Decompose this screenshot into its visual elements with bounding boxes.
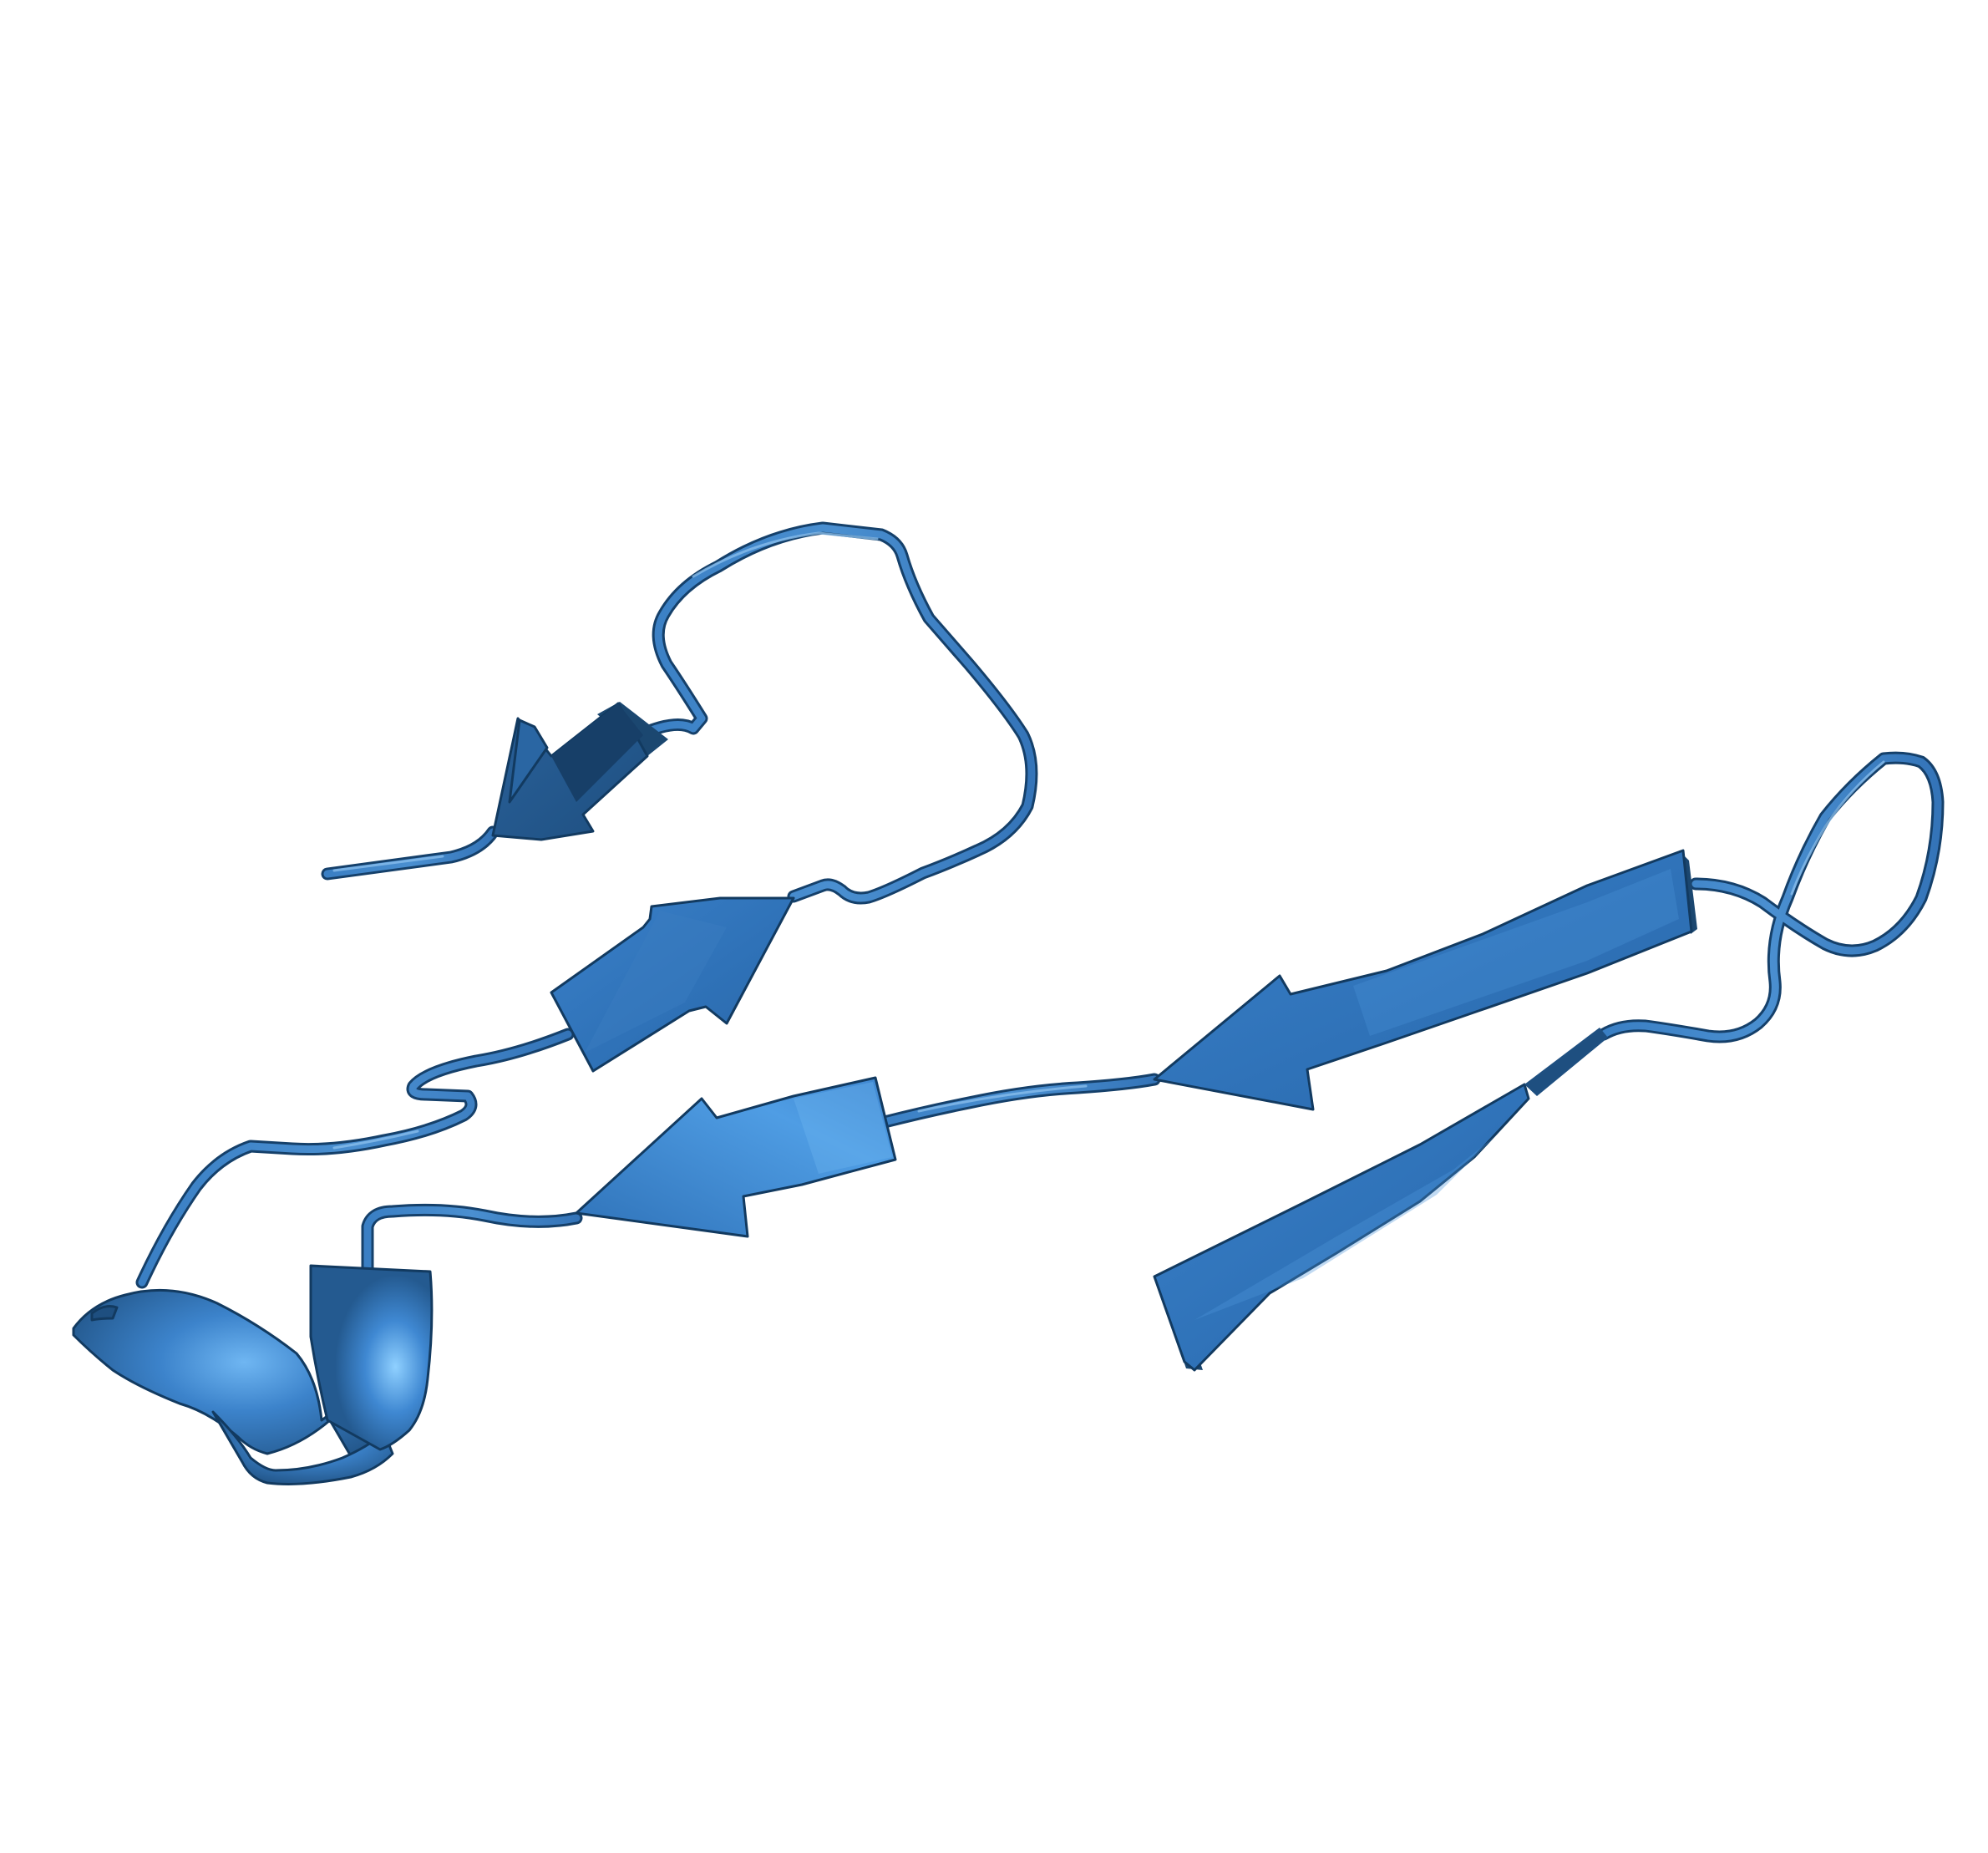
- beta-strand-1: [491, 702, 668, 841]
- coil-group: [135, 521, 1945, 1289]
- helix-to-strand-coil: [361, 1203, 583, 1277]
- beta-strand-2: [550, 896, 795, 1073]
- strand-group: [491, 702, 1697, 1372]
- alpha-helix: [72, 1264, 434, 1485]
- beta-strand-4: [1153, 849, 1697, 1111]
- top-loop: [632, 521, 1038, 905]
- right-loop: [1597, 751, 1945, 1043]
- long-middle-coil: [875, 1073, 1161, 1130]
- beta-strand-3: [575, 1076, 897, 1238]
- middle-left-coil: [135, 1028, 575, 1289]
- beta-strand-5: [1153, 1028, 1608, 1372]
- n-terminal-coil: [321, 825, 500, 881]
